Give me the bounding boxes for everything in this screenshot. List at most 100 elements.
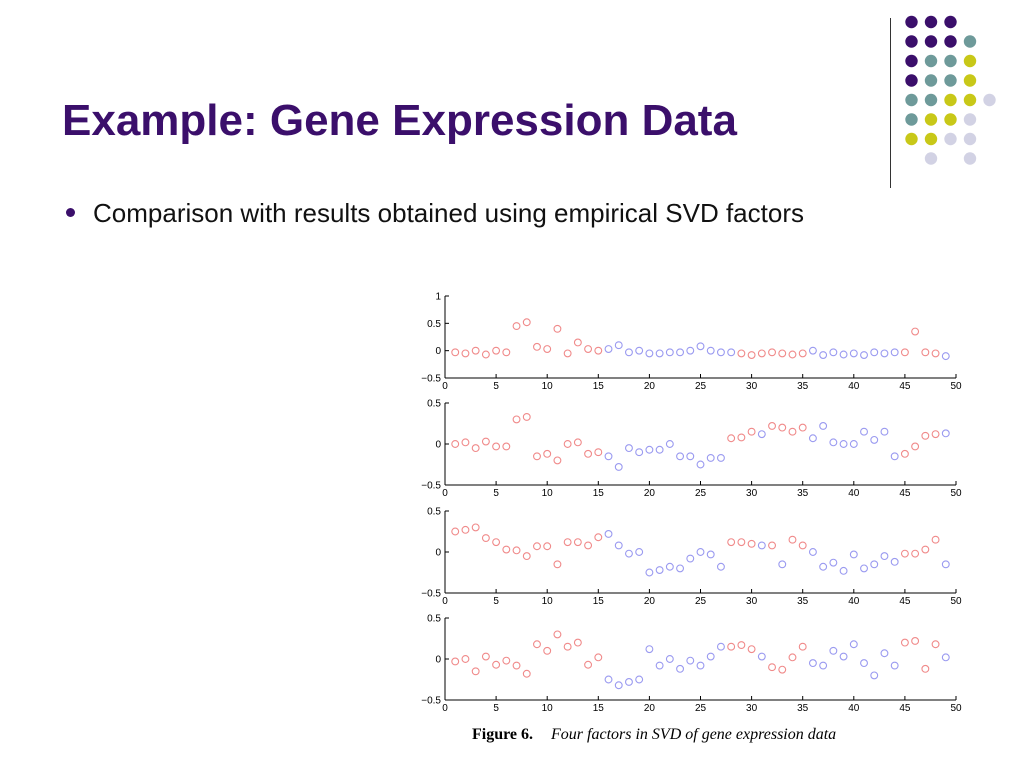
data-point-blue [860, 659, 868, 668]
data-point-red [778, 423, 787, 432]
data-point-red [502, 656, 511, 665]
data-point-red [594, 653, 603, 662]
data-point-red [573, 638, 582, 647]
x-tick-label: 40 [848, 381, 860, 392]
data-point-red [481, 652, 490, 661]
data-point-blue [696, 548, 705, 556]
figure-caption-label: Figure 6. [472, 726, 534, 743]
svd-factors-figure: 10.50−0.50 5 10 15 20 25 30 35 40 45 500.50−0.50 5 1… [421, 292, 962, 715]
x-tick-label: 45 [899, 596, 911, 607]
x-tick-label: 25 [695, 381, 707, 392]
data-point-red [921, 348, 930, 357]
data-point-red [471, 346, 480, 355]
x-tick-label: 30 [746, 703, 758, 714]
data-point-red [553, 630, 562, 639]
data-point-red [502, 442, 511, 451]
x-tick-label: 50 [950, 488, 962, 499]
data-point-red [451, 348, 460, 357]
x-tick-label: 50 [950, 596, 962, 607]
data-point-red [553, 560, 562, 569]
data-point-red [727, 538, 736, 547]
data-point-blue [757, 541, 766, 550]
decorative-dot [963, 35, 977, 48]
y-tick-label: −0.5 [421, 481, 441, 492]
data-point-red [471, 667, 480, 676]
data-point-blue [716, 642, 725, 651]
data-point-red [727, 434, 736, 443]
x-tick-label: 20 [644, 488, 656, 499]
data-point-red [512, 661, 521, 670]
data-point-red [481, 437, 490, 446]
decorative-dot [963, 54, 977, 68]
data-point-blue [696, 460, 705, 469]
data-point-blue [839, 566, 848, 575]
data-point-blue [686, 452, 695, 461]
x-tick-label: 0 [442, 703, 448, 714]
data-point-blue [880, 552, 889, 561]
data-point-red [512, 322, 521, 331]
data-point-red [543, 646, 552, 655]
data-point-blue [604, 675, 613, 684]
data-point-red [512, 415, 521, 424]
data-point-red [563, 349, 572, 358]
data-point-red [573, 438, 582, 447]
data-point-blue [614, 681, 623, 690]
data-point-blue [716, 453, 725, 462]
data-point-blue [645, 349, 654, 358]
decorative-dot [924, 74, 938, 87]
decorative-dot [924, 132, 938, 146]
data-point-blue [635, 448, 644, 457]
data-point-blue [870, 435, 879, 444]
data-point-red [451, 657, 460, 666]
decorative-dot [924, 54, 938, 68]
data-point-blue [645, 645, 654, 654]
decorative-dot [963, 74, 977, 87]
data-point-red [522, 669, 531, 678]
data-point-blue [808, 434, 817, 443]
x-tick-label: 30 [746, 381, 758, 392]
data-point-blue [696, 661, 705, 670]
x-tick-label: 20 [644, 381, 656, 392]
slide-title: Example: Gene Expression Data [62, 96, 737, 145]
data-point-blue [819, 422, 828, 430]
data-point-red [798, 541, 807, 550]
bullet-text: Comparison with results obtained using e… [93, 198, 804, 228]
x-tick-label: 30 [746, 488, 758, 499]
data-point-red [788, 427, 797, 436]
data-point-red [492, 442, 501, 451]
decorative-dot [905, 93, 918, 107]
data-point-blue [716, 348, 725, 357]
x-tick-label: 40 [848, 596, 860, 607]
data-point-blue [808, 346, 817, 355]
data-point-red [563, 440, 572, 448]
data-point-blue [635, 346, 644, 355]
data-point-red [737, 433, 746, 442]
scatter-panel-3: 0.50−0.50 5 10 15 20 25 30 35 40 45 50 [421, 507, 962, 608]
x-tick-label: 40 [848, 703, 860, 714]
y-tick-label: 0 [435, 440, 441, 451]
data-point-blue [625, 348, 633, 357]
data-point-red [778, 665, 787, 674]
data-point-red [911, 637, 920, 645]
figure-caption-text: Four factors in SVD of gene expression d… [551, 726, 837, 743]
data-point-blue [655, 349, 664, 358]
data-point-blue [665, 655, 674, 663]
y-tick-label: 0 [435, 346, 441, 357]
data-point-blue [941, 560, 950, 569]
data-point-blue [849, 550, 858, 559]
data-point-blue [655, 445, 664, 454]
data-point-red [798, 349, 807, 358]
data-point-red [921, 431, 930, 440]
data-point-red [747, 645, 756, 654]
data-point-blue [635, 675, 644, 684]
x-tick-label: 10 [542, 381, 554, 392]
data-point-blue [829, 348, 838, 357]
data-point-red [921, 664, 930, 673]
data-point-blue [676, 348, 685, 357]
x-tick-label: 25 [695, 488, 707, 499]
data-point-blue [665, 348, 674, 357]
x-tick-label: 0 [442, 488, 448, 499]
data-point-blue [808, 548, 817, 556]
data-point-red [492, 538, 501, 547]
x-tick-label: 35 [797, 703, 809, 714]
